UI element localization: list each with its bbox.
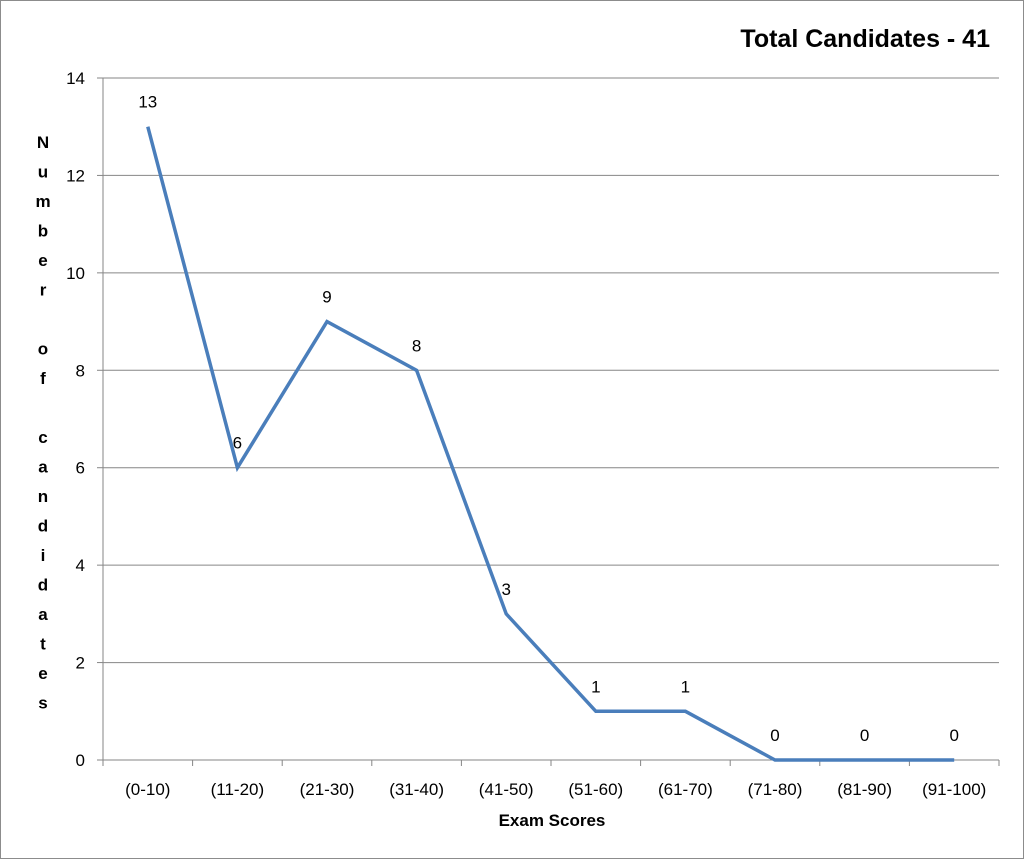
y-axis-title-letter: b xyxy=(38,222,48,241)
x-tick-label: (81-90) xyxy=(837,780,892,799)
data-label: 1 xyxy=(681,677,690,696)
x-tick-label: (41-50) xyxy=(479,780,534,799)
x-tick-label: (51-60) xyxy=(568,780,623,799)
x-tick-label: (11-20) xyxy=(211,780,265,799)
y-axis-title-letter: r xyxy=(40,281,47,300)
data-label: 3 xyxy=(501,580,510,599)
y-axis-title-letter: a xyxy=(38,458,48,477)
y-axis-title-letter: e xyxy=(38,664,47,683)
y-tick-label: 12 xyxy=(66,166,85,185)
series-line xyxy=(146,126,955,762)
y-tick-label: 8 xyxy=(76,361,85,380)
chart-title: Total Candidates - 41 xyxy=(740,25,990,53)
data-label: 13 xyxy=(138,93,157,112)
x-axis-title: Exam Scores xyxy=(499,811,606,830)
y-tick-label: 0 xyxy=(76,751,85,770)
data-label: 6 xyxy=(233,434,242,453)
y-axis-title-letter: f xyxy=(40,369,46,388)
y-tick-label: 10 xyxy=(66,264,85,283)
y-axis-title-letter: t xyxy=(40,635,46,654)
y-axis-title-letter: c xyxy=(38,428,47,447)
y-axis-title-letter: e xyxy=(38,251,47,270)
y-axis-title-letter: m xyxy=(35,192,50,211)
x-tick-label: (21-30) xyxy=(300,780,355,799)
y-tick-label: 14 xyxy=(66,69,85,88)
y-tick-label: 4 xyxy=(76,556,85,575)
y-axis-title-letter: N xyxy=(37,133,49,152)
x-tick-label: (91-100) xyxy=(922,780,986,799)
data-label: 0 xyxy=(860,726,869,745)
x-tick-label: (61-70) xyxy=(658,780,713,799)
y-tick-label: 6 xyxy=(76,459,85,478)
y-axis-title-letter: i xyxy=(41,546,46,565)
y-axis-title-letter: d xyxy=(38,576,48,595)
gridlines xyxy=(103,77,999,664)
data-label: 1 xyxy=(591,677,600,696)
y-axis-ticks: 0 2 4 6 8 10 12 14 xyxy=(66,69,85,770)
data-label: 0 xyxy=(949,726,958,745)
y-axis-title-letter: d xyxy=(38,517,48,536)
y-tick-label: 2 xyxy=(76,654,85,673)
x-tick-label: (0-10) xyxy=(125,780,170,799)
data-labels: 13 6 9 8 3 1 1 0 0 0 xyxy=(138,93,959,745)
y-axis-title-letter: n xyxy=(38,487,48,506)
y-axis-title-letter: o xyxy=(38,340,48,359)
data-label: 0 xyxy=(770,726,779,745)
x-tick-label: (31-40) xyxy=(389,780,444,799)
x-axis-ticks: (0-10) (11-20) (21-30) (31-40) (41-50) (51-60… xyxy=(125,780,986,799)
series-line-path xyxy=(146,126,955,762)
y-axis-title-letter: a xyxy=(38,605,48,624)
data-label: 9 xyxy=(322,288,331,307)
x-tick-label: (71-80) xyxy=(748,780,803,799)
data-label: 8 xyxy=(412,336,421,355)
y-axis-title-letter: s xyxy=(38,694,47,713)
y-axis-title-letter: u xyxy=(38,163,48,182)
